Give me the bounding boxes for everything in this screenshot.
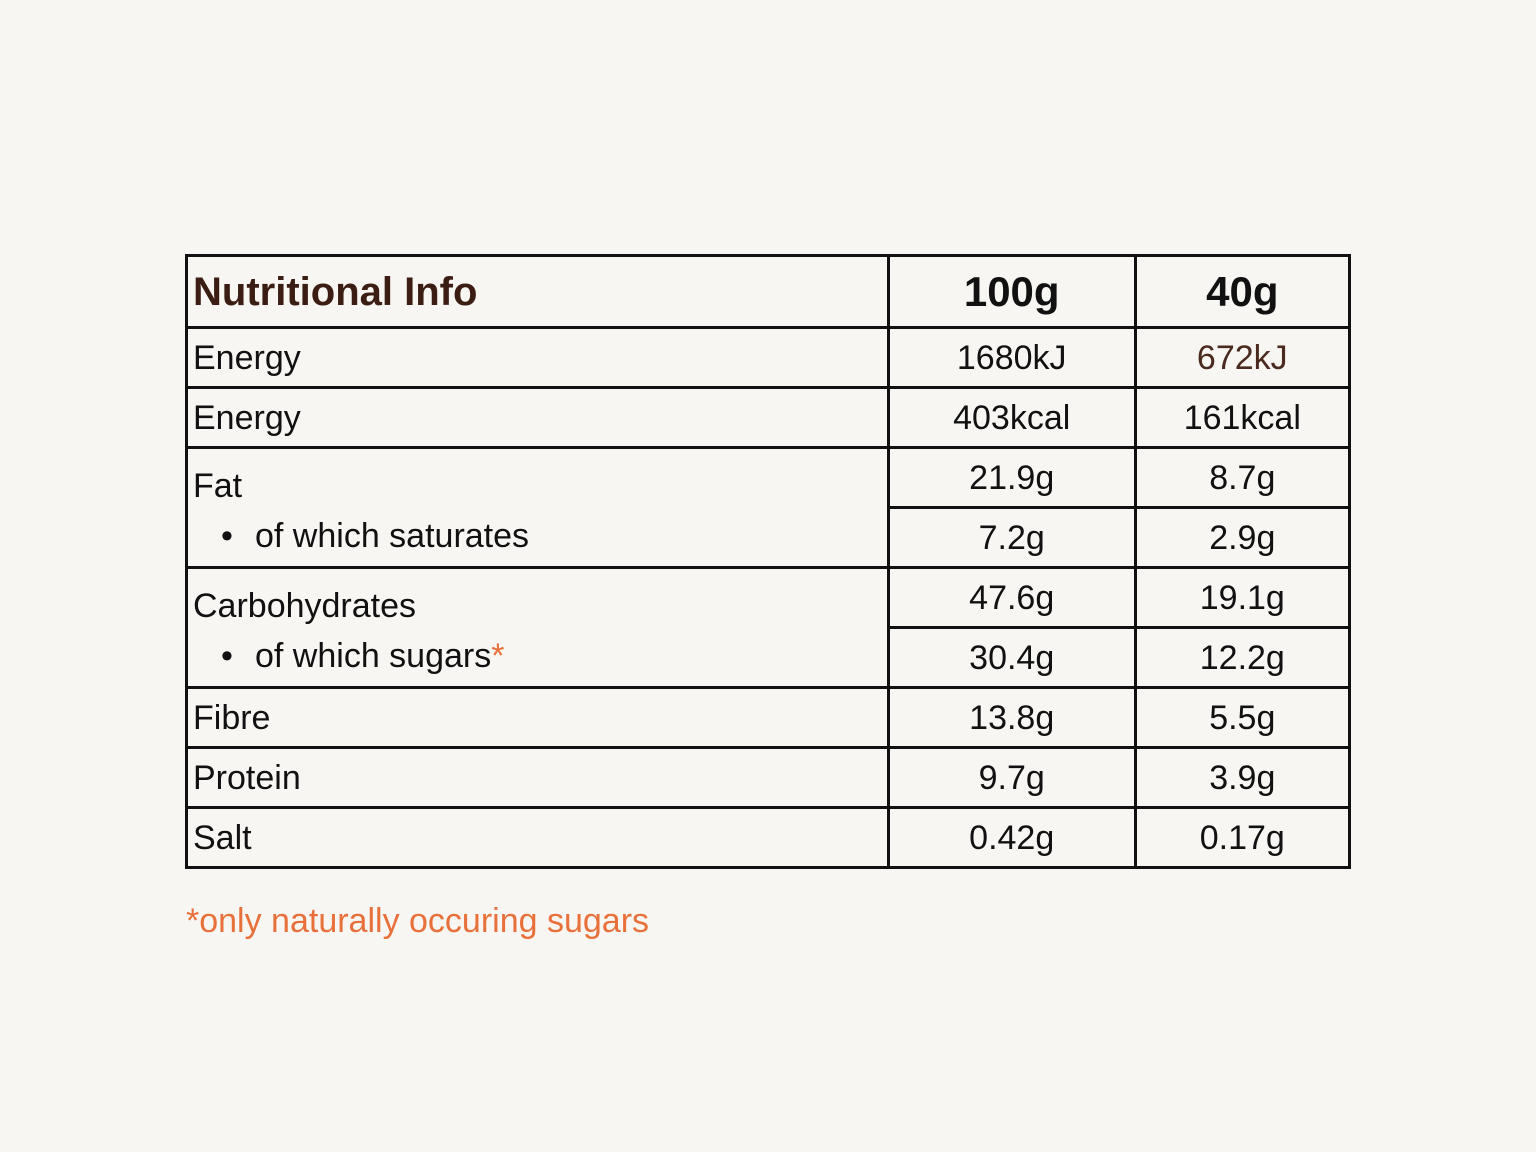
table-row-energy-kj: Energy 1680kJ 672kJ	[185, 326, 1352, 389]
carbs-group-label-cell: Carbohydrates • of which sugars*	[185, 566, 890, 689]
value-100g: 403kcal	[886, 386, 1137, 449]
value-100g: 0.42g	[886, 806, 1137, 869]
value-40g: 672kJ	[1133, 326, 1352, 389]
value-40g: 19.1g	[1133, 566, 1352, 629]
footnote: *only naturally occuring sugars	[186, 902, 650, 940]
table-header-row: Nutritional Info 100g 40g	[185, 254, 1352, 329]
table-row-sugars: 30.4g 12.2g	[187, 626, 1352, 689]
value-100g: 30.4g	[886, 626, 1137, 689]
value-100g: 1680kJ	[886, 326, 1137, 389]
asterisk-marker: *	[491, 637, 505, 675]
table-row-energy-kcal: Energy 403kcal 161kcal	[185, 386, 1352, 449]
table-row-saturates: 7.2g 2.9g	[187, 506, 1352, 569]
row-label: Protein	[185, 746, 890, 809]
table-row-salt: Salt 0.42g 0.17g	[185, 806, 1352, 869]
value-100g: 47.6g	[886, 566, 1137, 629]
value-40g: 161kcal	[1133, 386, 1352, 449]
value-40g: 5.5g	[1133, 686, 1352, 749]
row-label: Energy	[185, 386, 890, 449]
row-label: Energy	[185, 326, 890, 389]
table-row-fat: Fat • of which saturates 21.9g 8.7g	[185, 446, 1352, 569]
value-40g: 3.9g	[1133, 746, 1352, 809]
row-label: Fibre	[185, 686, 890, 749]
row-label: Salt	[185, 806, 890, 869]
column-header-100g: 100g	[886, 254, 1137, 329]
value-100g: 7.2g	[886, 506, 1137, 569]
value-100g: 13.8g	[886, 686, 1137, 749]
value-100g: 21.9g	[886, 446, 1137, 509]
bullet-icon: •	[221, 517, 233, 555]
table-row-protein: Protein 9.7g 3.9g	[185, 746, 1352, 809]
table-title: Nutritional Info	[193, 269, 478, 314]
value-40g: 8.7g	[1133, 446, 1352, 509]
fat-group-label-cell: Fat • of which saturates	[185, 446, 890, 569]
value-40g: 12.2g	[1133, 626, 1352, 689]
table-row-carbohydrates: Carbohydrates • of which sugars* 47.6g 19…	[185, 566, 1352, 689]
value-100g: 9.7g	[886, 746, 1137, 809]
row-label-fat: Fat	[193, 467, 243, 505]
table-title-cell: Nutritional Info	[185, 254, 890, 329]
row-label-carbohydrates: Carbohydrates	[193, 587, 417, 625]
table-row-fibre: Fibre 13.8g 5.5g	[185, 686, 1352, 749]
value-40g: 0.17g	[1133, 806, 1352, 869]
sub-row-label-sugars: • of which sugars*	[221, 637, 505, 675]
column-header-40g: 40g	[1133, 254, 1352, 329]
value-40g: 2.9g	[1133, 506, 1352, 569]
nutrition-table: Nutritional Info 100g 40g Energy 1680kJ …	[185, 254, 1352, 869]
sub-row-label-saturates: • of which saturates	[221, 517, 530, 555]
bullet-icon: •	[221, 637, 233, 675]
